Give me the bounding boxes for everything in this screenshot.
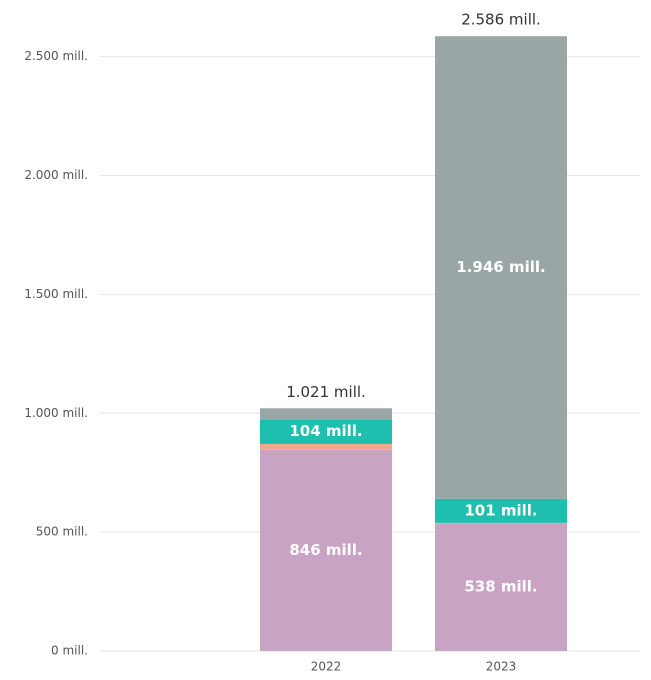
- bar-segment: [435, 523, 567, 651]
- data-label: 1.946 mill.: [456, 258, 545, 276]
- x-tick-label: 2023: [486, 660, 517, 674]
- data-label: 104 mill.: [289, 422, 362, 440]
- total-label: 1.021 mill.: [286, 383, 366, 401]
- bar-segment: [435, 498, 567, 523]
- data-label: 538 mill.: [464, 578, 537, 596]
- data-label: 846 mill.: [289, 541, 362, 559]
- data-label: 101 mill.: [464, 501, 537, 519]
- bar-segment: [260, 443, 392, 450]
- total-label: 2.586 mill.: [461, 11, 541, 29]
- y-tick-label: 2.000 mill.: [24, 168, 88, 182]
- bar-segment: [260, 449, 392, 651]
- y-tick-label: 1.000 mill.: [24, 406, 88, 420]
- bar-segment: [260, 419, 392, 444]
- y-tick-label: 1.500 mill.: [24, 287, 88, 301]
- bar-segment: [260, 408, 392, 420]
- y-tick-label: 2.500 mill.: [24, 49, 88, 63]
- y-tick-label: 0 mill.: [51, 644, 88, 658]
- bar-segment: [435, 36, 567, 499]
- x-tick-label: 2022: [311, 660, 342, 674]
- y-tick-label: 500 mill.: [36, 525, 88, 539]
